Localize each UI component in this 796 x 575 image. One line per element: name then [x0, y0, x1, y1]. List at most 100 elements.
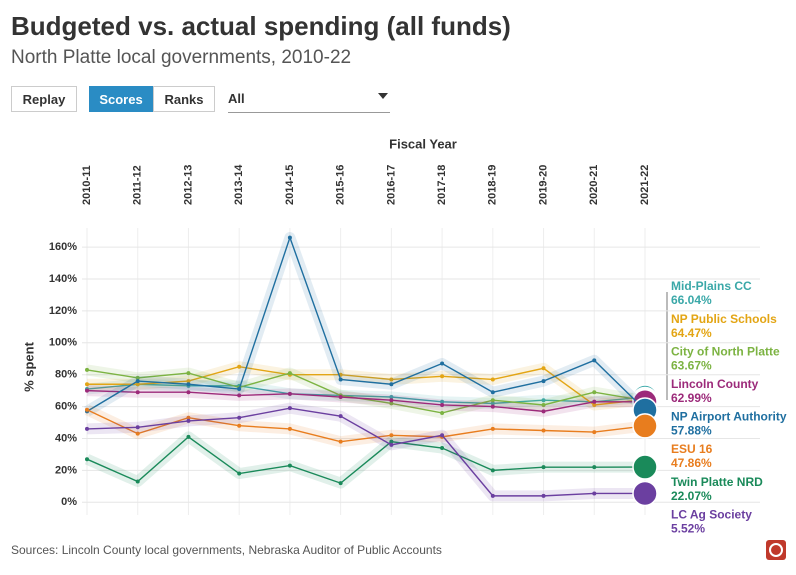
point — [440, 399, 445, 404]
end-point — [632, 413, 658, 439]
point — [440, 402, 445, 407]
line-halo — [84, 232, 649, 417]
point — [389, 382, 394, 387]
end-point — [632, 480, 658, 507]
value-label: 62.99% — [671, 391, 712, 405]
line — [86, 389, 646, 413]
point — [592, 465, 597, 470]
point — [490, 398, 495, 403]
dropdown[interactable]: All — [228, 86, 390, 113]
line-halo — [86, 378, 646, 409]
line — [86, 369, 646, 414]
value-label: 5.52% — [671, 521, 705, 535]
end-point — [632, 384, 658, 410]
y-axis-title: % spent — [21, 341, 36, 392]
ranks-button[interactable]: Ranks — [153, 86, 215, 112]
x-tick-label: 2014-15 — [284, 165, 296, 205]
series-name-label: City of North Platte — [671, 344, 780, 358]
point — [592, 430, 597, 435]
line-halo — [86, 402, 646, 502]
y-tick-label: 60% — [55, 400, 77, 412]
point — [389, 395, 394, 400]
point — [490, 468, 495, 473]
point — [541, 409, 546, 414]
point — [389, 442, 394, 447]
x-tick-label: 2016-17 — [385, 165, 397, 205]
point — [389, 433, 394, 438]
x-tick-label: 2011-12 — [132, 165, 144, 205]
line-halo — [86, 385, 646, 417]
point — [135, 375, 140, 380]
series-name-label: NP Airport Authority — [671, 410, 787, 424]
point — [490, 493, 495, 498]
point — [287, 372, 292, 377]
point — [541, 402, 546, 407]
line-halo — [87, 361, 646, 411]
y-tick-label: 100% — [49, 337, 77, 349]
point — [440, 434, 445, 439]
scores-button[interactable]: Scores — [89, 86, 153, 112]
replay-button[interactable]: Replay — [11, 86, 77, 112]
series-name-label: Mid-Plains CC — [671, 279, 752, 293]
point — [338, 481, 343, 486]
point — [85, 407, 89, 412]
point — [541, 366, 546, 371]
point — [440, 410, 445, 415]
point — [237, 415, 242, 420]
point — [186, 434, 191, 439]
point — [186, 418, 191, 423]
point — [287, 426, 292, 431]
point — [338, 372, 343, 377]
point — [186, 382, 191, 387]
value-label: 64.47% — [671, 326, 712, 340]
end-point — [632, 389, 658, 415]
point — [338, 393, 343, 398]
value-label: 22.07% — [671, 489, 712, 503]
end-point — [632, 454, 658, 480]
line-halo — [84, 431, 646, 489]
line — [86, 235, 646, 412]
point — [135, 382, 140, 387]
dropdown-arrow — [378, 93, 388, 99]
point — [85, 367, 89, 372]
point — [338, 395, 343, 400]
point — [287, 463, 292, 468]
point — [135, 390, 140, 395]
point — [338, 414, 343, 419]
point — [237, 383, 242, 388]
dropdown-value: All — [228, 91, 245, 106]
point — [135, 379, 140, 384]
point — [440, 446, 445, 451]
value-label: 57.88% — [671, 424, 712, 438]
point — [440, 433, 445, 438]
point — [237, 387, 242, 392]
point — [85, 388, 89, 393]
point — [135, 479, 140, 484]
series-name-label: Lincoln County — [671, 377, 759, 391]
point — [389, 377, 394, 382]
chart-subtitle: North Platte local governments, 2010-22 — [11, 47, 351, 68]
point — [237, 471, 242, 476]
line — [86, 409, 646, 443]
x-axis-title: Fiscal Year — [389, 136, 457, 151]
line-halo — [84, 404, 646, 448]
series-name-label: ESU 16 — [671, 442, 713, 456]
point — [490, 401, 495, 406]
point — [541, 465, 546, 470]
end-point — [632, 397, 658, 423]
point — [541, 379, 546, 384]
value-label: 47.86% — [671, 456, 712, 470]
end-point — [632, 387, 658, 414]
point — [237, 393, 242, 398]
point — [287, 391, 292, 396]
point — [186, 379, 191, 384]
line-halo — [86, 364, 646, 419]
logo — [766, 540, 786, 560]
point — [338, 439, 343, 444]
y-tick-label: 120% — [49, 305, 77, 317]
point — [541, 493, 546, 498]
y-tick-label: 20% — [55, 464, 77, 476]
value-label: 63.67% — [671, 358, 712, 372]
chart-title: Budgeted vs. actual spending (all funds) — [11, 11, 511, 41]
